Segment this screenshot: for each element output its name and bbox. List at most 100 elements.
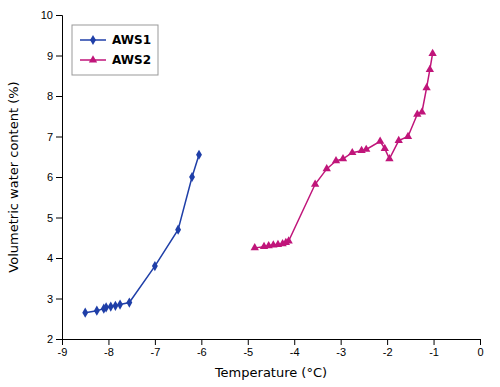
legend-label: AWS1 bbox=[112, 33, 151, 47]
tick-mark bbox=[56, 258, 62, 259]
marker bbox=[196, 150, 202, 160]
marker bbox=[422, 83, 430, 90]
tick-mark bbox=[480, 339, 481, 345]
tick-label: 2 bbox=[47, 333, 53, 345]
tick-mark bbox=[248, 339, 249, 345]
tick: -7 bbox=[150, 339, 160, 358]
tick-mark bbox=[56, 15, 62, 16]
marker bbox=[117, 299, 123, 309]
marker bbox=[103, 302, 109, 312]
tick-label: -2 bbox=[383, 346, 393, 358]
tick-label: 0 bbox=[477, 346, 483, 358]
tick: 6 bbox=[47, 171, 62, 183]
plot: -9 -8 -7 -6 -5 -4 -3 -2 -1 0 2 3 4 5 6 7 8 9 10 Temperature… bbox=[6, 9, 484, 380]
marker bbox=[126, 297, 132, 307]
marker bbox=[428, 49, 436, 56]
axis-line bbox=[63, 340, 481, 346]
tick: 8 bbox=[47, 90, 62, 102]
marker bbox=[339, 154, 347, 161]
tick-label: -8 bbox=[104, 346, 114, 358]
y-axis-title: Volumetric water content (%) bbox=[6, 81, 21, 272]
x-axis: -9 -8 -7 -6 -5 -4 -3 -2 -1 0 bbox=[58, 339, 484, 358]
marker bbox=[94, 306, 100, 316]
marker bbox=[404, 132, 412, 139]
tick: 3 bbox=[47, 293, 62, 305]
marker bbox=[381, 144, 389, 151]
tick: -5 bbox=[243, 339, 253, 358]
marker bbox=[284, 236, 292, 243]
marker bbox=[385, 154, 393, 161]
legend-frame bbox=[72, 25, 158, 75]
tick-mark bbox=[56, 299, 62, 300]
tick-label: 6 bbox=[47, 171, 53, 183]
tick-label: 3 bbox=[47, 293, 53, 305]
tick: -6 bbox=[197, 339, 207, 358]
tick-mark bbox=[56, 218, 62, 219]
tick-label: -3 bbox=[336, 346, 346, 358]
marker bbox=[426, 65, 434, 72]
tick: 10 bbox=[41, 9, 62, 21]
tick-label: 7 bbox=[47, 131, 53, 143]
marker bbox=[175, 225, 181, 235]
tick-mark bbox=[56, 339, 62, 340]
tick-mark bbox=[108, 339, 109, 345]
tick-mark bbox=[341, 339, 342, 345]
tick-label: 9 bbox=[47, 50, 53, 62]
y-axis: 2 3 4 5 6 7 8 9 10 bbox=[41, 9, 63, 345]
marker bbox=[311, 179, 319, 186]
marker bbox=[251, 243, 259, 250]
tick-label: -4 bbox=[290, 346, 300, 358]
marker bbox=[362, 145, 370, 152]
series-line bbox=[255, 53, 433, 247]
legend: AWS1 AWS2 bbox=[72, 25, 158, 75]
tick-label: 4 bbox=[47, 252, 53, 264]
tick: 5 bbox=[47, 212, 62, 224]
marker bbox=[332, 156, 340, 163]
tick: 2 bbox=[47, 333, 62, 345]
marker bbox=[112, 301, 118, 311]
legend-marker bbox=[89, 55, 97, 62]
data bbox=[82, 49, 437, 318]
tick: -1 bbox=[429, 339, 439, 358]
tick-label: -9 bbox=[58, 346, 68, 358]
marker bbox=[348, 148, 356, 155]
marker bbox=[323, 164, 331, 171]
tick: 7 bbox=[47, 131, 62, 143]
tick-label: 8 bbox=[47, 90, 53, 102]
tick: -4 bbox=[290, 339, 300, 358]
tick-label: 10 bbox=[41, 9, 53, 21]
tick: -3 bbox=[336, 339, 346, 358]
tick-label: -6 bbox=[197, 346, 207, 358]
legend-marker bbox=[90, 35, 96, 45]
tick: 0 bbox=[477, 339, 483, 358]
tick-mark bbox=[56, 56, 62, 57]
tick: -8 bbox=[104, 339, 114, 358]
marker bbox=[418, 107, 426, 114]
marker bbox=[152, 261, 158, 271]
tick-mark bbox=[294, 339, 295, 345]
tick: -9 bbox=[58, 339, 68, 358]
legend-item: AWS1 bbox=[80, 33, 151, 47]
tick-label: 5 bbox=[47, 212, 53, 224]
tick-mark bbox=[387, 339, 388, 345]
tick: -2 bbox=[383, 339, 393, 358]
marker bbox=[108, 302, 114, 312]
series-line bbox=[85, 155, 199, 313]
legend-item: AWS2 bbox=[80, 53, 151, 67]
tick-mark bbox=[201, 339, 202, 345]
chart: -9 -8 -7 -6 -5 -4 -3 -2 -1 0 2 3 4 5 6 7 8 9 10 Temperature… bbox=[0, 0, 500, 387]
x-axis-title: Temperature (°C) bbox=[214, 365, 327, 380]
tick-label: -1 bbox=[429, 346, 439, 358]
marker bbox=[189, 172, 195, 182]
tick-label: -5 bbox=[243, 346, 253, 358]
tick-mark bbox=[56, 177, 62, 178]
tick-mark bbox=[155, 339, 156, 345]
marker bbox=[82, 308, 88, 318]
tick: 4 bbox=[47, 252, 62, 264]
tick-mark bbox=[56, 96, 62, 97]
tick-mark bbox=[434, 339, 435, 345]
marker bbox=[395, 136, 403, 143]
marker bbox=[376, 137, 384, 144]
tick: 9 bbox=[47, 50, 62, 62]
tick-label: -7 bbox=[150, 346, 160, 358]
